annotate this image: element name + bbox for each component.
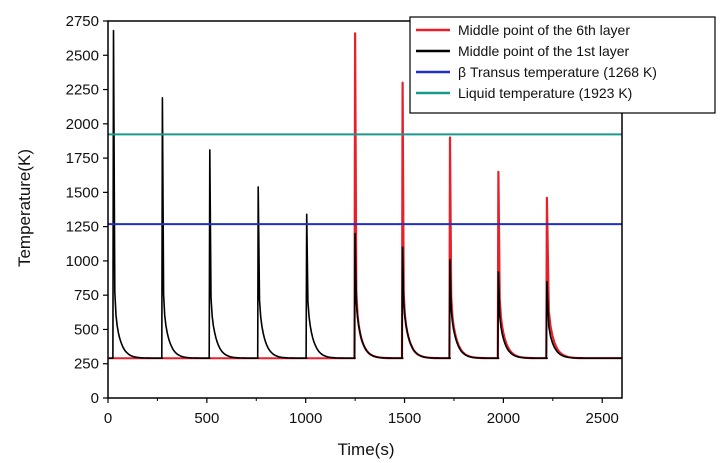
legend: Middle point of the 6th layer Middle poin… [409,16,716,114]
y-tick-label: 1000 [66,253,99,270]
legend-label: Liquid temperature (1923 K) [458,85,632,101]
x-axis-title: Time(s) [338,440,395,459]
series-1st-layer-line [109,29,622,359]
x-tick-label: 2000 [487,410,520,427]
y-tick-label: 750 [74,287,99,304]
x-tick-label: 2500 [586,410,619,427]
y-tick-label: 2000 [66,116,99,133]
y-axis-title: Temperature(K) [15,149,34,267]
y-tick-label: 500 [74,321,99,338]
plot-frame [107,20,623,399]
legend-label: Middle point of the 1st layer [458,43,630,59]
plot-lines [108,29,622,360]
y-tick-label: 1250 [66,219,99,236]
x-tick-label: 500 [194,410,219,427]
x-tick-label: 1000 [289,410,322,427]
y-tick-label: 1500 [66,184,99,201]
ticks: 0 500 1000 1500 2000 2500 0 250 500 750 1000 1250 15… [66,13,619,427]
axes [107,20,623,399]
y-tick-label: 2750 [66,13,99,30]
x-tick-label: 1500 [388,410,421,427]
x-tick-label: 0 [104,410,112,427]
y-tick-label: 2500 [66,47,99,64]
y-tick-label: 2250 [66,82,99,99]
legend-label: β Transus temperature (1268 K) [458,64,657,80]
y-tick-label: 250 [74,356,99,373]
y-tick-label: 0 [91,390,99,407]
legend-label: Middle point of the 6th layer [458,22,630,38]
legend-box [409,16,716,114]
y-tick-label: 1750 [66,150,99,167]
